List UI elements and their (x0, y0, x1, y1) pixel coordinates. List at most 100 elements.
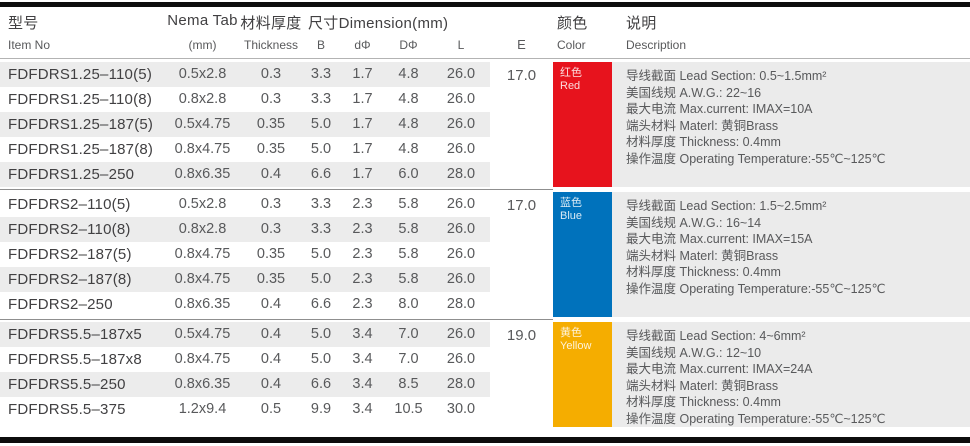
item-no-cell: FDFDRS1.25–110(5) (8, 66, 153, 83)
item-no-cell: FDFDRS5.5–375 (8, 401, 126, 418)
nema-tab-cell: 0.5x4.75 (174, 116, 231, 132)
item-no-cell: FDFDRS1.25–250 (8, 166, 135, 183)
desc-awg: 美国线规 A.W.G.: 22~16 (626, 85, 762, 100)
e-value: 17.0 (506, 67, 537, 84)
b-cell: 9.9 (310, 401, 332, 417)
item-no-cell: FDFDRS1.25–110(8) (8, 91, 153, 108)
l-cell: 26.0 (446, 141, 476, 157)
nema-tab-cell: 0.8x4.75 (174, 141, 231, 157)
d-phi-cell: 2.3 (352, 296, 373, 312)
color-name-zh: 蓝色 (560, 197, 582, 209)
header-color: 颜色 Color (553, 7, 612, 58)
item-no-cell: FDFDRS2–187(8) (8, 271, 132, 288)
nema-tab-cell: 0.8x4.75 (174, 246, 231, 262)
l-cell: 26.0 (446, 91, 476, 107)
desc-thickness: 材料厚度 Thickness: 0.4mm (626, 265, 781, 279)
table-row: FDFDRS5.5–187x5 0.5x4.75 0.4 5.0 3.4 7.0… (0, 322, 490, 347)
header-thickness-en: Thickness (243, 38, 299, 52)
D-phi-cell: 4.8 (398, 141, 419, 157)
header-item-no-en: Item No (8, 38, 51, 52)
header-thickness: 材料厚度 Thickness (240, 7, 302, 58)
header-col-d-phi: dΦ (354, 38, 371, 52)
d-phi-cell: 3.4 (352, 376, 373, 392)
desc-operating-temp: 操作温度 Operating Temperature:-55℃~125℃ (626, 281, 886, 296)
D-phi-cell: 10.5 (394, 401, 423, 417)
D-phi-cell: 4.8 (398, 91, 419, 107)
header-nema-tab: Nema Tab (mm) (165, 7, 240, 58)
nema-tab-cell: 0.5x2.8 (178, 196, 227, 212)
thickness-cell: 0.5 (260, 401, 282, 417)
l-cell: 28.0 (446, 296, 476, 312)
item-no-cell: FDFDRS1.25–187(5) (8, 116, 154, 133)
product-group-fdfdrs1-25: FDFDRS1.25–110(5) 0.5x2.8 0.3 3.3 1.7 4.… (0, 62, 970, 187)
desc-max-current: 最大电流 Max.current: IMAX=15A (626, 232, 813, 246)
thickness-cell: 0.4 (260, 351, 282, 367)
desc-lead-section: 导线截面 Lead Section: 0.5~1.5mm² (626, 69, 827, 83)
d-phi-cell: 3.4 (352, 326, 373, 342)
item-no-cell: FDFDRS1.25–187(8) (8, 141, 154, 158)
thickness-cell: 0.3 (260, 196, 282, 212)
group1-rows: FDFDRS1.25–110(5) 0.5x2.8 0.3 3.3 1.7 4.… (0, 62, 490, 187)
table-row: FDFDRS2–110(8) 0.8x2.8 0.3 3.3 2.3 5.8 2… (0, 217, 490, 242)
desc-awg: 美国线规 A.W.G.: 12~10 (626, 345, 762, 360)
thickness-cell: 0.4 (260, 166, 282, 182)
table-row: FDFDRS1.25–187(8) 0.8x4.75 0.35 5.0 1.7 … (0, 137, 490, 162)
header-description: 说明 Description (612, 7, 970, 58)
desc-material: 端头材料 Materl: 黄铜Brass (626, 378, 779, 393)
nema-tab-cell: 0.5x2.8 (178, 66, 227, 82)
table-row: FDFDRS1.25–250 0.8x6.35 0.4 6.6 1.7 6.0 … (0, 162, 490, 187)
b-cell: 5.0 (310, 246, 332, 262)
b-cell: 5.0 (310, 271, 332, 287)
nema-tab-cell: 0.8x6.35 (174, 166, 231, 182)
header-nema-tab-label: Nema Tab (167, 12, 238, 29)
d-phi-cell: 3.4 (352, 401, 373, 417)
d-phi-cell: 2.3 (352, 246, 373, 262)
group2-rows: FDFDRS2–110(5) 0.5x2.8 0.3 3.3 2.3 5.8 2… (0, 192, 490, 317)
d-phi-cell: 1.7 (352, 116, 373, 132)
desc-thickness: 材料厚度 Thickness: 0.4mm (626, 135, 781, 149)
l-cell: 26.0 (446, 116, 476, 132)
thickness-cell: 0.35 (256, 141, 286, 157)
table-row: FDFDRS1.25–187(5) 0.5x4.75 0.35 5.0 1.7 … (0, 112, 490, 137)
b-cell: 5.0 (310, 141, 332, 157)
d-phi-cell: 2.3 (352, 271, 373, 287)
table-row: FDFDRS2–187(8) 0.8x4.75 0.35 5.0 2.3 5.8… (0, 267, 490, 292)
d-phi-cell: 2.3 (352, 196, 373, 212)
D-phi-cell: 5.8 (398, 196, 419, 212)
header-item-no: 型号 Item No (0, 7, 165, 58)
l-cell: 26.0 (446, 326, 476, 342)
d-phi-cell: 3.4 (352, 351, 373, 367)
l-cell: 26.0 (446, 221, 476, 237)
D-phi-cell: 8.0 (398, 296, 419, 312)
group-separator (0, 317, 970, 322)
b-cell: 3.3 (310, 91, 332, 107)
table-row: FDFDRS5.5–375 1.2x9.4 0.5 9.9 3.4 10.5 3… (0, 397, 490, 422)
b-cell: 6.6 (310, 166, 332, 182)
separator-line (0, 189, 553, 190)
l-cell: 26.0 (446, 246, 476, 262)
thickness-cell: 0.35 (256, 271, 286, 287)
desc-max-current: 最大电流 Max.current: IMAX=10A (626, 102, 813, 116)
b-cell: 3.3 (310, 196, 332, 212)
header-col-b: B (316, 38, 325, 52)
header-e-label: E (517, 37, 526, 52)
item-no-cell: FDFDRS2–110(8) (8, 221, 131, 238)
l-cell: 28.0 (446, 166, 476, 182)
header-dimension: 尺寸Dimension(mm) B dΦ DΦ L (302, 7, 490, 58)
table-row: FDFDRS2–250 0.8x6.35 0.4 6.6 2.3 8.0 28.… (0, 292, 490, 317)
l-cell: 26.0 (446, 196, 476, 212)
product-group-fdfdrs2: FDFDRS2–110(5) 0.5x2.8 0.3 3.3 2.3 5.8 2… (0, 192, 970, 317)
b-cell: 5.0 (310, 351, 332, 367)
item-no-cell: FDFDRS2–110(5) (8, 196, 131, 213)
d-phi-cell: 1.7 (352, 66, 373, 82)
b-cell: 3.3 (310, 66, 332, 82)
header-color-en: Color (557, 38, 586, 52)
header-color-zh: 颜色 (557, 15, 588, 32)
thickness-cell: 0.4 (260, 376, 282, 392)
D-phi-cell: 6.0 (398, 166, 419, 182)
desc-max-current: 最大电流 Max.current: IMAX=24A (626, 362, 813, 376)
e-value: 19.0 (506, 327, 537, 344)
D-phi-cell: 5.8 (398, 221, 419, 237)
header-description-en: Description (626, 38, 687, 52)
